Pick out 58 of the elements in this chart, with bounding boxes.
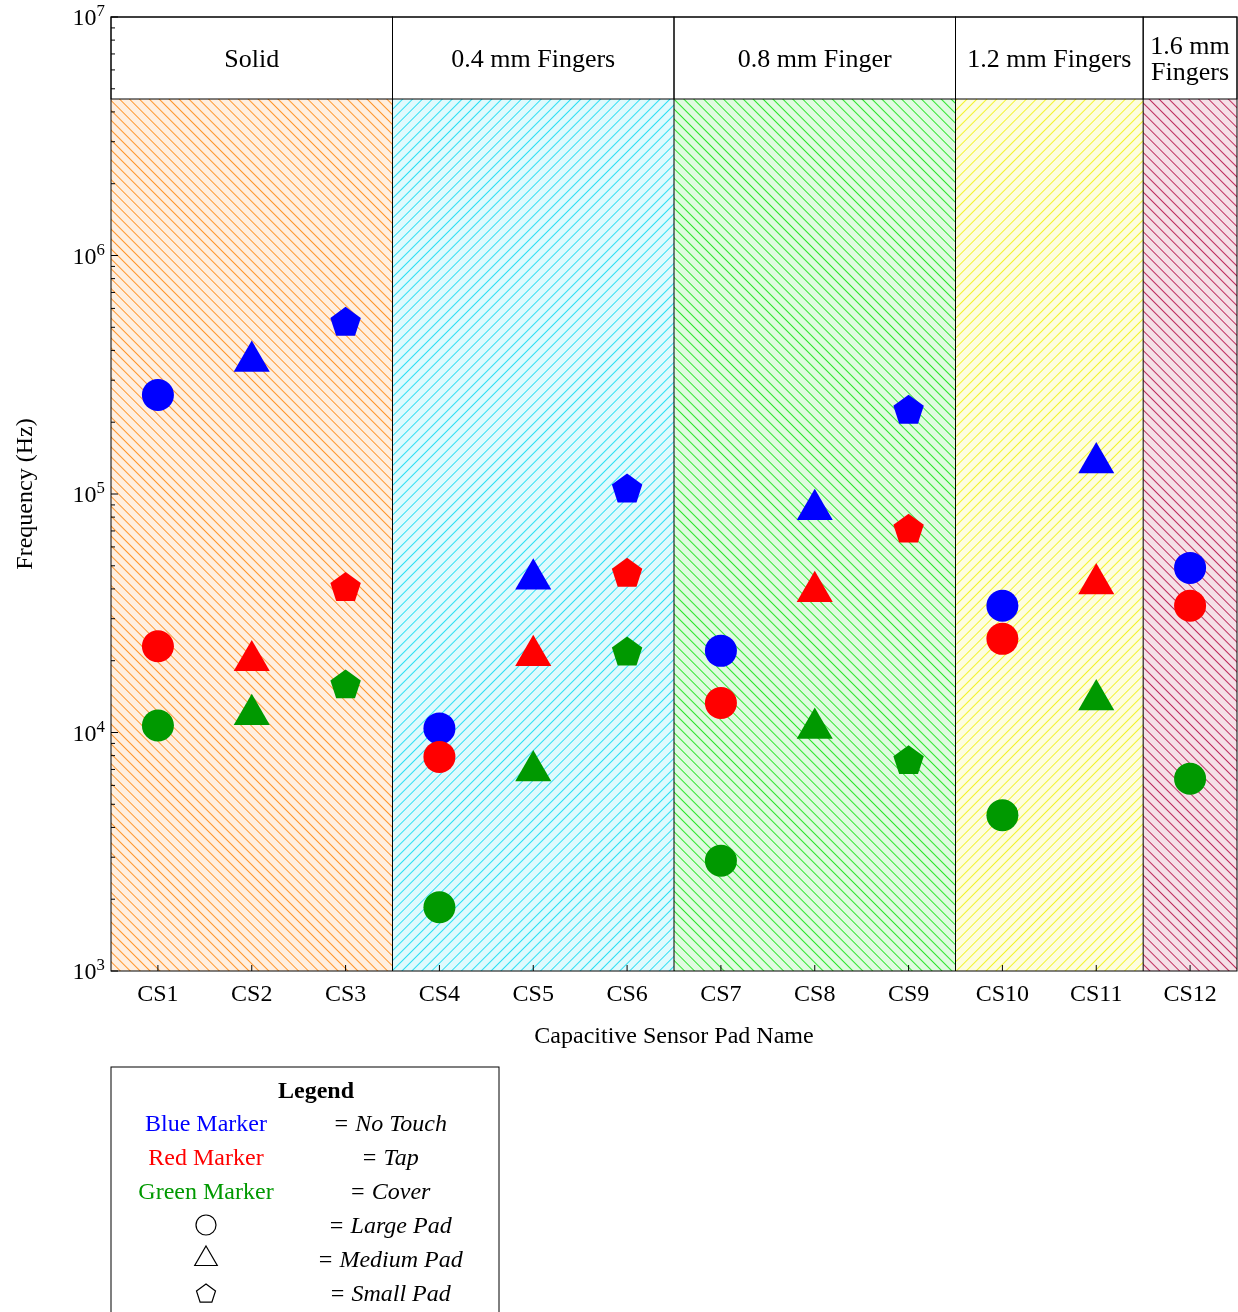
point (1174, 762, 1207, 795)
text: = Medium Pad (317, 1246, 464, 1272)
x-tick-label: CS9 (887, 980, 930, 1006)
text: Red Marker (148, 1144, 264, 1170)
point (611, 636, 643, 666)
point (611, 473, 643, 503)
point (141, 630, 174, 663)
point (141, 379, 174, 412)
point (423, 891, 456, 924)
text: Blue Marker (145, 1110, 267, 1136)
band-label: 1.2 mm Fingers (967, 43, 1132, 73)
point (330, 571, 361, 601)
y-axis-title: Frequency (Hz) (11, 418, 37, 570)
text: = Large Pad (328, 1212, 453, 1238)
point (141, 709, 174, 742)
x-tick-label: CS2 (231, 980, 273, 1006)
legend-title: Legend (277, 1077, 355, 1103)
x-axis-title: Capacitive Sensor Pad Name (534, 1022, 814, 1048)
point (986, 799, 1019, 832)
point (330, 306, 361, 336)
band-label: 1.6 mm Fingers (1150, 30, 1230, 86)
text: Green Marker (138, 1178, 274, 1204)
point (330, 669, 361, 699)
point (1174, 551, 1207, 584)
x-tick-label: CS8 (794, 980, 836, 1006)
point (1174, 589, 1207, 622)
point (423, 740, 456, 773)
y-tick-label: 10$^{7}$ (72, 0, 105, 30)
point (986, 622, 1019, 655)
x-tick-label: CS11 (1070, 980, 1123, 1006)
y-tick-label: 10$^{4}$ (72, 716, 106, 746)
x-tick-label: CS1 (137, 980, 179, 1006)
point (611, 557, 643, 587)
point (704, 844, 737, 877)
text: = Tap (361, 1144, 419, 1170)
text: = No Touch (333, 1110, 447, 1136)
band-label: Solid (224, 43, 280, 73)
y-tick-label: 10$^{5}$ (72, 477, 105, 507)
text: = Small Pad (329, 1280, 452, 1306)
x-tick-label: CS3 (324, 980, 367, 1006)
x-tick-label: CS7 (700, 980, 742, 1006)
x-tick-label: CS5 (512, 980, 554, 1006)
x-tick-label: CS6 (606, 980, 648, 1006)
text: = Cover (349, 1178, 432, 1204)
point (893, 745, 924, 775)
band-label: 0.8 mm Finger (737, 43, 892, 73)
y-tick-label: 10$^{3}$ (72, 954, 105, 984)
point (704, 634, 737, 667)
point (893, 394, 924, 424)
x-tick-label: CS10 (975, 980, 1030, 1006)
point (423, 712, 456, 745)
point (704, 686, 737, 719)
band-label: 0.4 mm Fingers (451, 43, 616, 73)
y-tick-label: 10$^{6}$ (72, 239, 105, 269)
point (986, 589, 1019, 622)
x-tick-label: CS12 (1163, 980, 1217, 1006)
x-tick-label: CS4 (418, 980, 461, 1006)
point (893, 513, 924, 543)
